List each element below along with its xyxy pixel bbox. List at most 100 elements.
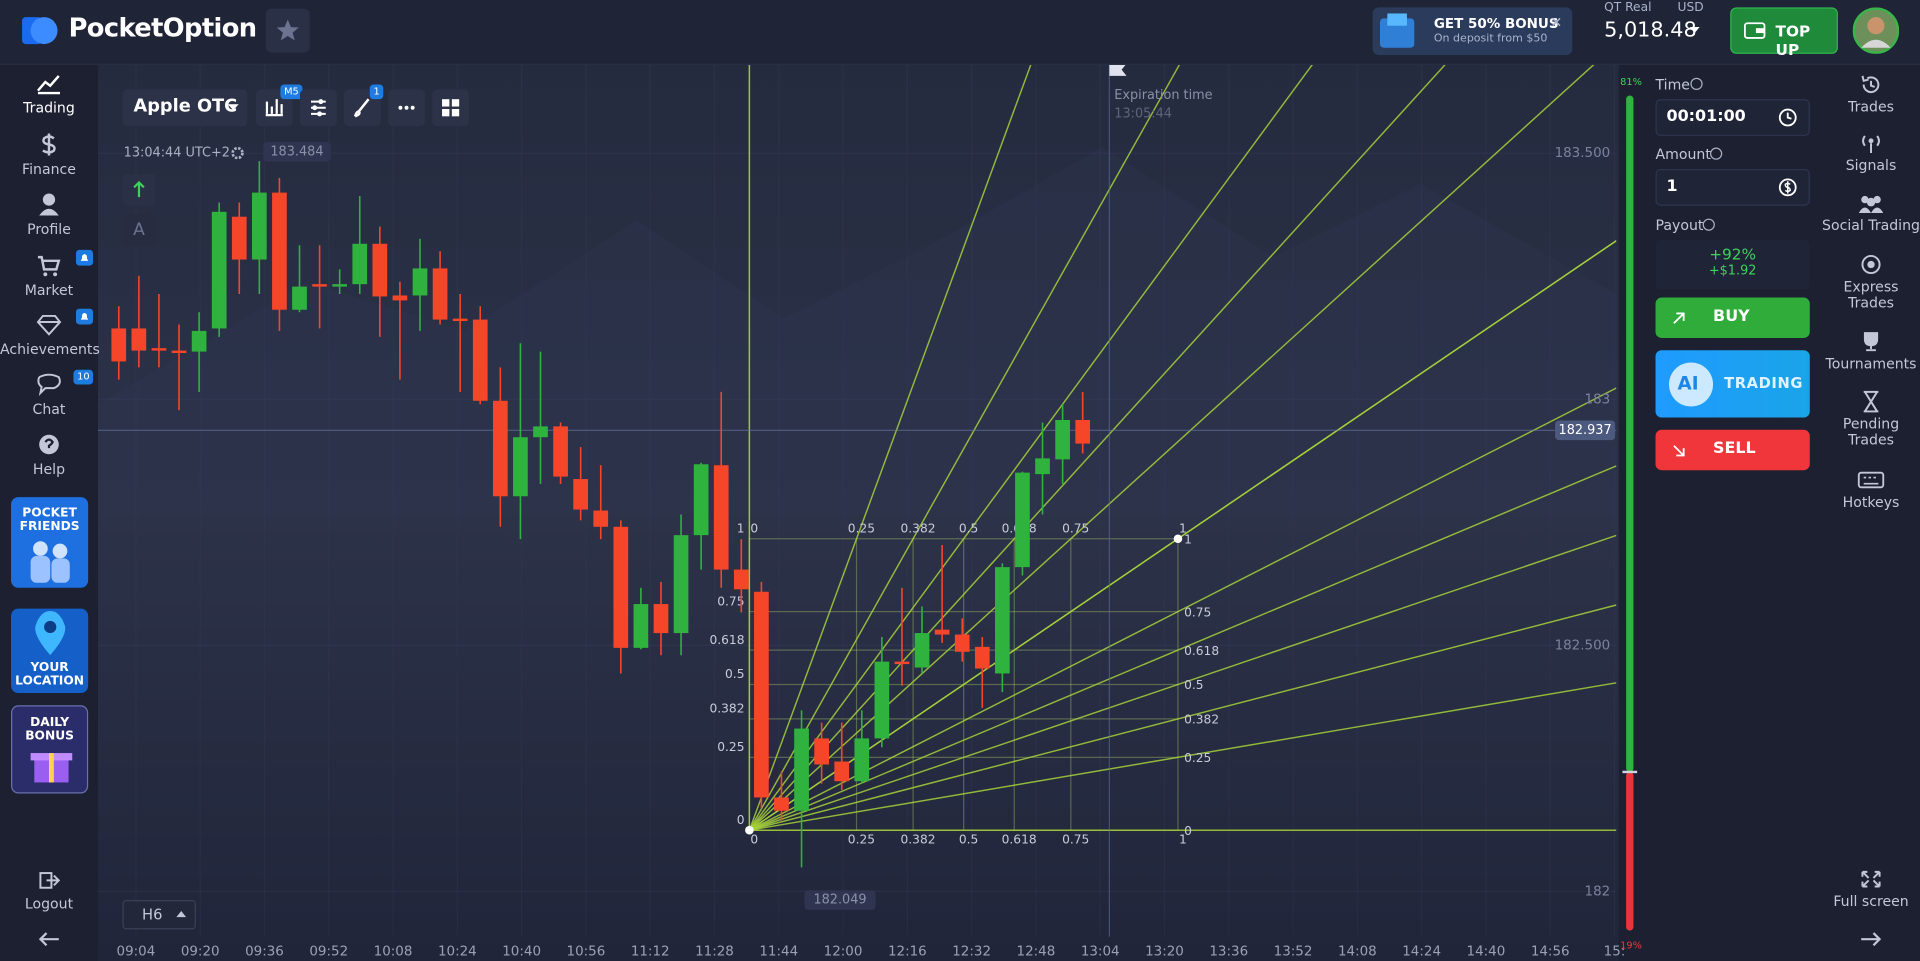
nav-trades[interactable]: Trades xyxy=(1822,73,1920,115)
candle-body xyxy=(432,268,448,320)
more-button[interactable] xyxy=(388,89,425,127)
candle-body xyxy=(693,464,709,536)
x-tick-label: 14:56 xyxy=(1531,944,1570,959)
nav-label: Chat xyxy=(32,400,66,418)
fan-label: 0.75 xyxy=(1062,521,1089,535)
nav-label: Social Trading xyxy=(1822,216,1920,234)
nav-label: Signals xyxy=(1845,156,1897,174)
balance-caret[interactable] xyxy=(1689,26,1701,36)
nav-label: Finance xyxy=(22,160,76,178)
fan-handle xyxy=(1173,534,1183,544)
text-tool[interactable]: A xyxy=(122,214,156,247)
nav-help[interactable]: Help xyxy=(0,432,98,478)
buy-button[interactable]: BUY xyxy=(1655,297,1810,338)
period-selector[interactable]: H6 xyxy=(122,900,196,930)
candle-body xyxy=(272,192,287,310)
time-input[interactable]: 00:01:00 xyxy=(1655,99,1810,136)
y-tick-label: 182.500 xyxy=(1555,638,1611,653)
currency-icon[interactable] xyxy=(1778,178,1798,198)
nav-achievements[interactable]: Achievements xyxy=(0,312,100,358)
candle-body xyxy=(874,661,890,739)
candle-body xyxy=(774,797,789,811)
asset-caret xyxy=(227,104,239,111)
candle-body xyxy=(1075,419,1091,444)
nav-icon xyxy=(1861,75,1880,93)
sell-button[interactable]: SELL xyxy=(1655,429,1810,471)
ai-trading-button[interactable]: AI TRADING xyxy=(1655,350,1810,418)
nav-icon xyxy=(1857,471,1885,489)
nav-logout[interactable]: Logout xyxy=(0,869,98,912)
close-icon[interactable] xyxy=(1550,16,1562,28)
logo-icon xyxy=(22,17,58,45)
favorites-button[interactable] xyxy=(265,8,310,53)
nav-profile[interactable]: Profile xyxy=(0,192,98,238)
asset-selector[interactable]: Apple OTC xyxy=(122,89,248,127)
avatar[interactable] xyxy=(1852,7,1900,54)
fan-line xyxy=(748,63,1596,831)
fan-label: 0.75 xyxy=(1184,605,1211,619)
payout-box: +92% +$1.92 xyxy=(1655,240,1810,289)
wallet-icon xyxy=(1743,22,1766,39)
nav-express-trades[interactable]: Express Trades xyxy=(1822,253,1920,311)
account-type: QT Real xyxy=(1604,1,1652,15)
ai-label: TRADING xyxy=(1724,374,1804,392)
promo-image xyxy=(35,611,66,656)
chart-type-button[interactable] xyxy=(255,89,293,127)
fan-line xyxy=(749,604,1617,831)
top-bar xyxy=(0,0,1920,65)
account-balance[interactable]: 5,018.48 xyxy=(1604,18,1697,43)
logo[interactable]: PocketOption xyxy=(68,13,258,43)
candle-body xyxy=(392,295,408,301)
candle-body xyxy=(472,319,488,401)
nav-hotkeys[interactable]: Hotkeys xyxy=(1822,469,1920,511)
chart-clock: 13:04:44 UTC+2 xyxy=(123,145,230,161)
nav-market[interactable]: Market xyxy=(0,253,98,299)
top-up-button[interactable]: TOP UP xyxy=(1730,7,1838,59)
nav-fullscreen[interactable]: Full screen xyxy=(1822,868,1920,910)
nav-pending-trades[interactable]: Pending Trades xyxy=(1822,390,1920,449)
nav-social-trading[interactable]: Social Trading xyxy=(1822,192,1920,234)
nav-label: Achievements xyxy=(0,340,100,358)
y-tick-label: 183.500 xyxy=(1555,146,1611,161)
x-tick-label: 10:08 xyxy=(374,944,413,959)
amount-input[interactable]: 1 xyxy=(1655,168,1810,206)
candle-body xyxy=(151,348,167,351)
expiration-time: 13:05:44 xyxy=(1114,106,1172,121)
candle-body xyxy=(372,243,388,297)
fan-label: 1 xyxy=(1179,833,1187,847)
candle-body xyxy=(1015,472,1030,568)
layout-button[interactable] xyxy=(432,89,469,127)
nav-finance[interactable]: Finance xyxy=(0,132,98,178)
nav-tournaments[interactable]: Tournaments xyxy=(1822,331,1920,373)
x-tick-label: 10:40 xyxy=(502,944,541,959)
candle-body xyxy=(131,328,147,351)
candle-body xyxy=(593,510,609,527)
nav-signals[interactable]: Signals xyxy=(1822,132,1920,174)
fan-label: 0.25 xyxy=(848,521,875,535)
nav-icon xyxy=(1863,332,1879,352)
nav-chat[interactable]: Chat xyxy=(0,372,98,418)
fan-label: 1 xyxy=(737,521,745,535)
collapse-arrow[interactable] xyxy=(37,931,61,948)
expand-arrow[interactable] xyxy=(1859,931,1883,948)
indicators-button[interactable] xyxy=(300,89,337,127)
fan-label: 0.618 xyxy=(1002,833,1037,847)
trend-tool[interactable] xyxy=(122,173,156,206)
clock-icon[interactable] xyxy=(1778,108,1798,128)
promo-pocket-friends[interactable]: POCKET FRIENDS xyxy=(11,497,89,588)
nav-icon xyxy=(37,255,61,277)
promo-daily-bonus[interactable]: DAILY BONUS xyxy=(11,705,89,794)
fan-label: 0 xyxy=(750,521,758,535)
info-icon xyxy=(1690,77,1703,91)
x-tick-label: 15: xyxy=(1604,944,1626,959)
settings-icon[interactable] xyxy=(230,146,245,161)
bonus-banner[interactable]: GET 50% BONUS On deposit from $50 xyxy=(1372,7,1573,56)
candle-body xyxy=(854,738,870,782)
nav-trading[interactable]: Trading xyxy=(0,71,98,116)
x-tick-label: 14:40 xyxy=(1467,944,1506,959)
candle-body xyxy=(171,350,187,354)
promo-your-location[interactable]: YOUR LOCATION xyxy=(11,608,89,694)
x-tick-label: 09:52 xyxy=(309,944,348,959)
fan-label: 0.5 xyxy=(959,833,978,847)
x-tick-label: 12:00 xyxy=(824,944,863,959)
